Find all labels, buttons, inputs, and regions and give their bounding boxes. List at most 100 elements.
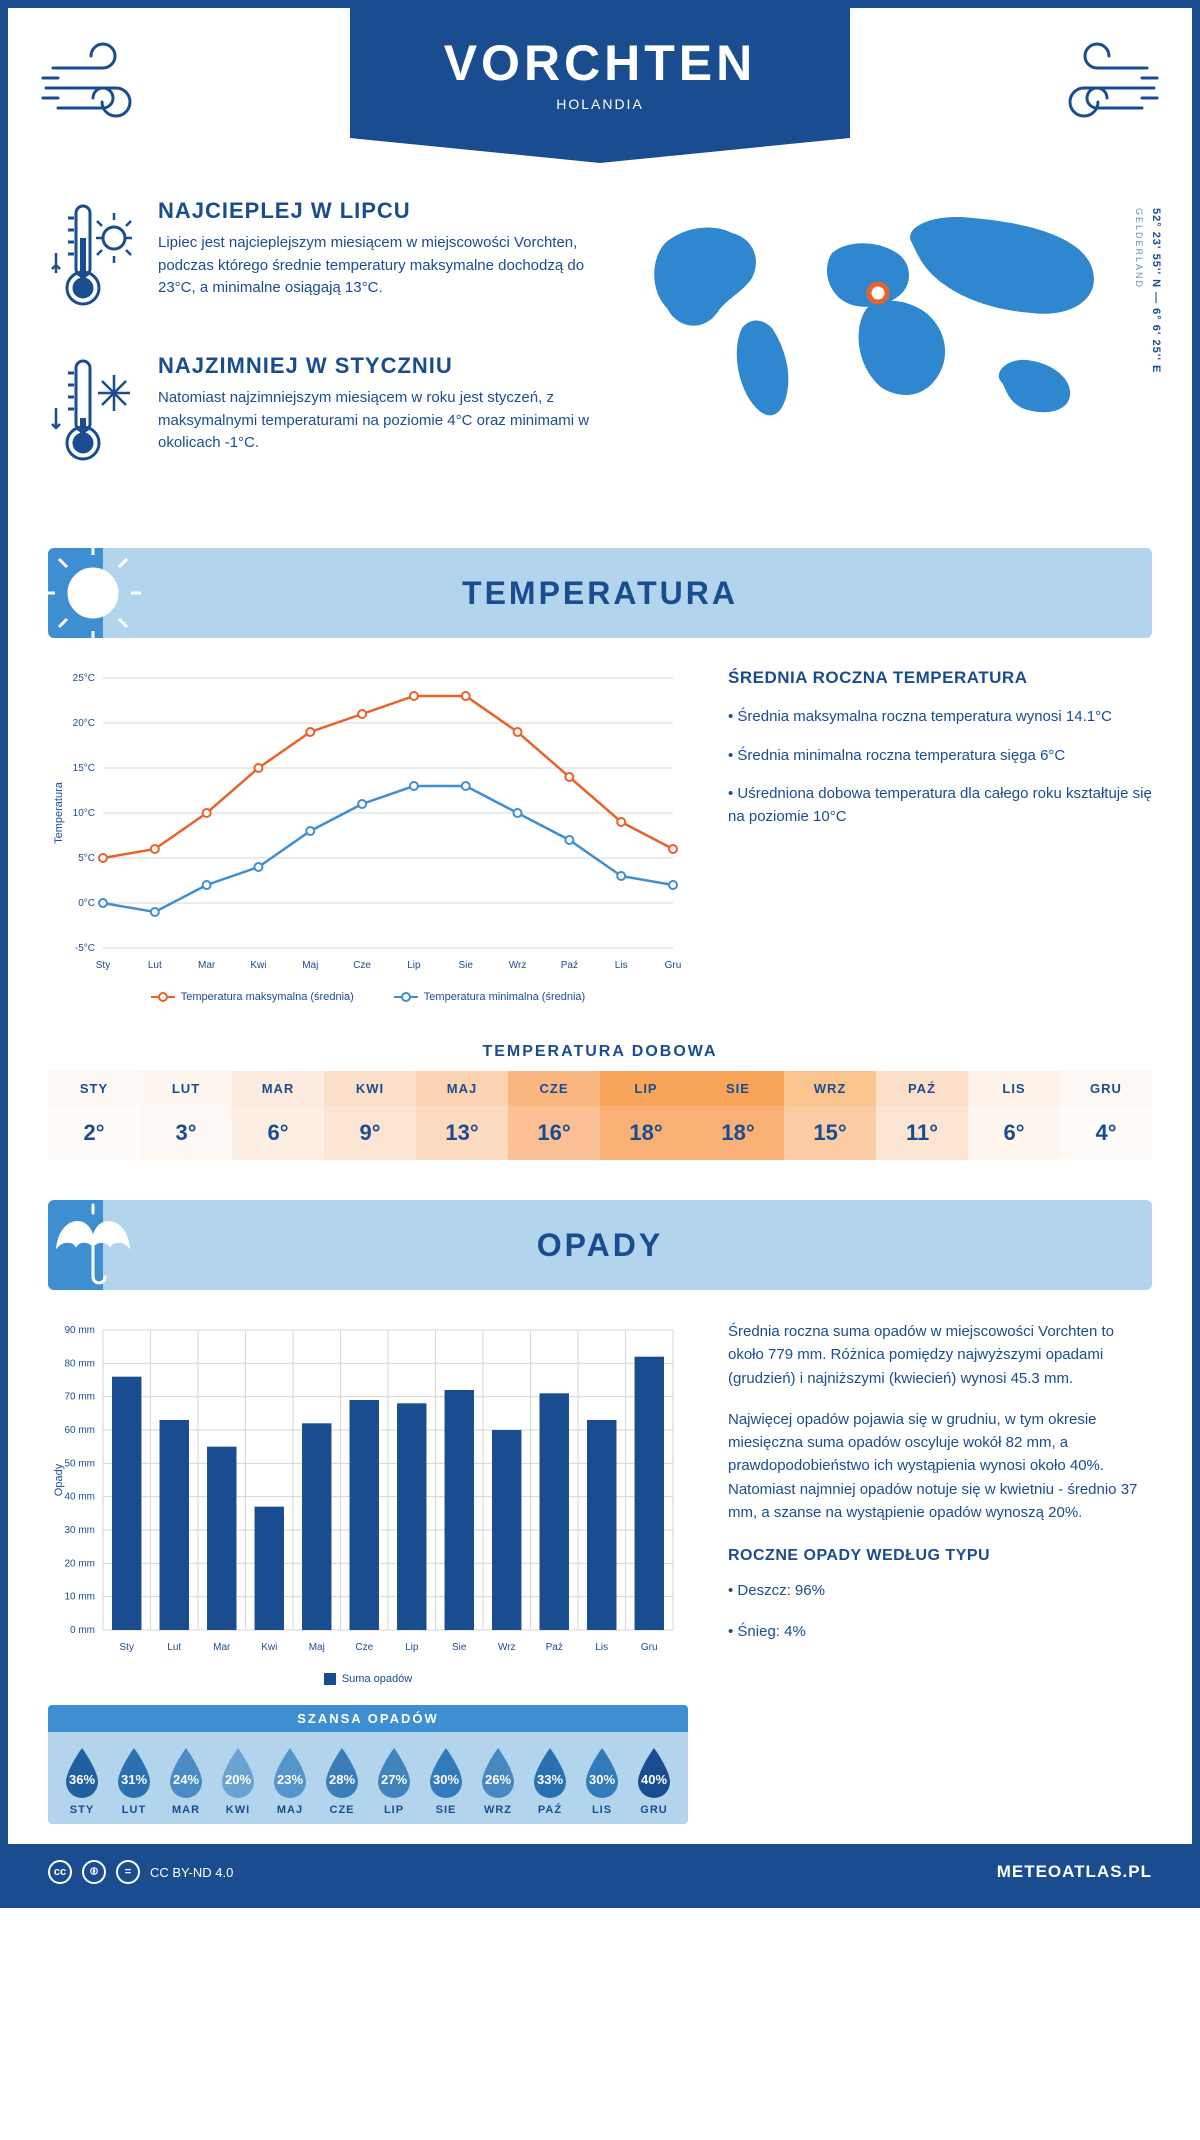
daily-header-cell: SIE <box>692 1071 784 1106</box>
coldest-block: NAJZIMNIEJ W STYCZNIU Natomiast najzimni… <box>48 353 602 478</box>
country-name: HOLANDIA <box>556 96 644 112</box>
svg-text:40%: 40% <box>641 1772 667 1787</box>
svg-text:10 mm: 10 mm <box>64 1592 95 1603</box>
footer: cc 🅯 = CC BY-ND 4.0 METEOATLAS.PL <box>8 1844 1192 1900</box>
svg-text:Lis: Lis <box>615 960 628 971</box>
svg-text:Opady: Opady <box>53 1463 65 1496</box>
svg-text:Lip: Lip <box>407 960 421 971</box>
coldest-title: NAJZIMNIEJ W STYCZNIU <box>158 353 602 379</box>
region-label: GELDERLAND <box>1134 208 1144 289</box>
temperature-section-title: TEMPERATURA <box>462 575 738 612</box>
svg-text:10°C: 10°C <box>73 808 95 819</box>
precip-p1: Średnia roczna suma opadów w miejscowośc… <box>728 1320 1152 1390</box>
daily-temp-table: STYLUTMARKWIMAJCZELIPSIEWRZPAŹLISGRU 2°3… <box>48 1071 1152 1160</box>
chance-month: MAJ <box>277 1804 303 1816</box>
chance-month: LUT <box>122 1804 146 1816</box>
svg-text:Maj: Maj <box>302 960 318 971</box>
chance-drop: 31% LUT <box>108 1744 160 1816</box>
svg-text:Kwi: Kwi <box>261 1642 277 1653</box>
svg-text:Sie: Sie <box>452 1642 467 1653</box>
daily-header-cell: MAR <box>232 1071 324 1106</box>
svg-text:Paź: Paź <box>546 1642 563 1653</box>
svg-text:Cze: Cze <box>353 960 371 971</box>
svg-text:31%: 31% <box>121 1772 147 1787</box>
daily-value-cell: 6° <box>968 1106 1060 1160</box>
legend-min-label: Temperatura minimalna (średnia) <box>424 991 585 1003</box>
cc-icon: cc <box>48 1860 72 1884</box>
daily-header-cell: PAŹ <box>876 1071 968 1106</box>
svg-text:60 mm: 60 mm <box>64 1425 95 1436</box>
svg-text:Wrz: Wrz <box>509 960 527 971</box>
precip-section-title: OPADY <box>537 1227 663 1264</box>
daily-value-cell: 18° <box>692 1106 784 1160</box>
daily-value-cell: 6° <box>232 1106 324 1160</box>
daily-header-cell: WRZ <box>784 1071 876 1106</box>
temperature-content: -5°C0°C5°C10°C15°C20°C25°CStyLutMarKwiMa… <box>8 668 1192 1033</box>
chance-drop: 30% LIS <box>576 1744 628 1816</box>
footer-site: METEOATLAS.PL <box>997 1862 1152 1882</box>
svg-text:5°C: 5°C <box>78 853 95 864</box>
header-band: VORCHTEN HOLANDIA <box>8 8 1192 188</box>
daily-temp-title: TEMPERATURA DOBOWA <box>8 1043 1192 1061</box>
sun-icon <box>43 543 143 643</box>
precip-content: 0 mm10 mm20 mm30 mm40 mm50 mm60 mm70 mm8… <box>8 1320 1192 1844</box>
temperature-chart: -5°C0°C5°C10°C15°C20°C25°CStyLutMarKwiMa… <box>48 668 688 1003</box>
temperature-legend: Temperatura maksymalna (średnia) Tempera… <box>48 991 688 1003</box>
precip-type-title: ROCZNE OPADY WEDŁUG TYPU <box>728 1544 1152 1569</box>
warmest-block: NAJCIEPLEJ W LIPCU Lipiec jest najcieple… <box>48 198 602 323</box>
city-name: VORCHTEN <box>444 34 757 92</box>
svg-text:40 mm: 40 mm <box>64 1492 95 1503</box>
chance-drop: 26% WRZ <box>472 1744 524 1816</box>
svg-text:70 mm: 70 mm <box>64 1392 95 1403</box>
chance-drop: 23% MAJ <box>264 1744 316 1816</box>
svg-text:Lis: Lis <box>595 1642 608 1653</box>
chance-month: KWI <box>226 1804 250 1816</box>
daily-value-cell: 2° <box>48 1106 140 1160</box>
daily-value-cell: 13° <box>416 1106 508 1160</box>
chance-drop: 40% GRU <box>628 1744 680 1816</box>
daily-value-cell: 11° <box>876 1106 968 1160</box>
svg-text:15°C: 15°C <box>73 763 95 774</box>
daily-header-cell: MAJ <box>416 1071 508 1106</box>
wind-icon-right <box>1032 38 1162 138</box>
thermometer-cold-icon <box>48 353 138 478</box>
svg-text:23%: 23% <box>277 1772 303 1787</box>
chance-month: SIE <box>436 1804 457 1816</box>
precip-chart: 0 mm10 mm20 mm30 mm40 mm50 mm60 mm70 mm8… <box>48 1320 688 1824</box>
precip-legend: Suma opadów <box>48 1673 688 1685</box>
chance-title: SZANSA OPADÓW <box>48 1705 688 1732</box>
svg-text:50 mm: 50 mm <box>64 1458 95 1469</box>
daily-value-cell: 18° <box>600 1106 692 1160</box>
warmest-title: NAJCIEPLEJ W LIPCU <box>158 198 602 224</box>
svg-text:Kwi: Kwi <box>250 960 266 971</box>
chance-month: WRZ <box>484 1804 512 1816</box>
daily-header-cell: KWI <box>324 1071 416 1106</box>
svg-text:Maj: Maj <box>309 1642 325 1653</box>
nd-icon: = <box>116 1860 140 1884</box>
daily-header-cell: GRU <box>1060 1071 1152 1106</box>
by-icon: 🅯 <box>82 1860 106 1884</box>
svg-text:30%: 30% <box>589 1772 615 1787</box>
title-ribbon: VORCHTEN HOLANDIA <box>350 8 850 163</box>
precip-chance-box: SZANSA OPADÓW 36% STY 31% LUT 24% MAR 20… <box>48 1705 688 1824</box>
chance-month: PAŹ <box>538 1804 562 1816</box>
chance-drop: 30% SIE <box>420 1744 472 1816</box>
daily-value-cell: 3° <box>140 1106 232 1160</box>
svg-text:30 mm: 30 mm <box>64 1525 95 1536</box>
svg-text:25°C: 25°C <box>73 673 95 684</box>
svg-text:33%: 33% <box>537 1772 563 1787</box>
chance-month: CZE <box>330 1804 355 1816</box>
svg-text:90 mm: 90 mm <box>64 1325 95 1336</box>
world-map-area: GELDERLAND 52° 23' 55'' N — 6° 6' 25'' E <box>632 198 1152 508</box>
svg-text:24%: 24% <box>173 1772 199 1787</box>
daily-value-cell: 16° <box>508 1106 600 1160</box>
svg-text:Gru: Gru <box>665 960 682 971</box>
svg-text:0°C: 0°C <box>78 898 95 909</box>
svg-text:Gru: Gru <box>641 1642 658 1653</box>
svg-text:80 mm: 80 mm <box>64 1358 95 1369</box>
daily-header-cell: LIP <box>600 1071 692 1106</box>
svg-text:Wrz: Wrz <box>498 1642 516 1653</box>
svg-text:20 mm: 20 mm <box>64 1558 95 1569</box>
daily-header-cell: LIS <box>968 1071 1060 1106</box>
footer-license: cc 🅯 = CC BY-ND 4.0 <box>48 1860 233 1884</box>
